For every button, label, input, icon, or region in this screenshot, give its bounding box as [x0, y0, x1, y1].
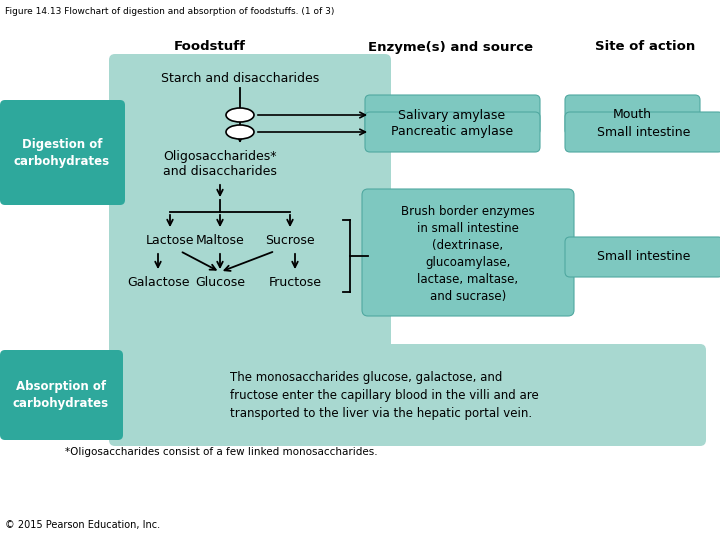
FancyBboxPatch shape	[365, 95, 540, 135]
Text: Absorption of
carbohydrates: Absorption of carbohydrates	[13, 380, 109, 410]
Text: Oligosaccharides*
and disaccharides: Oligosaccharides* and disaccharides	[163, 150, 277, 178]
Text: *Oligosaccharides consist of a few linked monosaccharides.: *Oligosaccharides consist of a few linke…	[65, 447, 377, 457]
FancyBboxPatch shape	[365, 112, 540, 152]
Text: The monosaccharides glucose, galactose, and
fructose enter the capillary blood i: The monosaccharides glucose, galactose, …	[230, 370, 539, 420]
Text: Figure 14.13 Flowchart of digestion and absorption of foodstuffs. (1 of 3): Figure 14.13 Flowchart of digestion and …	[5, 7, 334, 16]
Text: Maltose: Maltose	[196, 233, 244, 246]
Text: Site of action: Site of action	[595, 40, 695, 53]
Text: Salivary amylase: Salivary amylase	[398, 109, 505, 122]
Text: Brush border enzymes
in small intestine
(dextrinase,
glucoamylase,
lactase, malt: Brush border enzymes in small intestine …	[401, 205, 535, 303]
Text: Galactose: Galactose	[127, 275, 189, 288]
FancyBboxPatch shape	[362, 189, 574, 316]
FancyBboxPatch shape	[109, 344, 706, 446]
Text: Sucrose: Sucrose	[265, 233, 315, 246]
Text: Lactose: Lactose	[145, 233, 194, 246]
Text: © 2015 Pearson Education, Inc.: © 2015 Pearson Education, Inc.	[5, 520, 160, 530]
FancyBboxPatch shape	[109, 54, 391, 411]
Text: Small intestine: Small intestine	[598, 251, 690, 264]
Text: Mouth: Mouth	[613, 109, 652, 122]
Text: Enzyme(s) and source: Enzyme(s) and source	[367, 40, 533, 53]
FancyBboxPatch shape	[0, 350, 123, 440]
Text: Digestion of
carbohydrates: Digestion of carbohydrates	[14, 138, 110, 168]
Text: Foodstuff: Foodstuff	[174, 40, 246, 53]
Ellipse shape	[226, 108, 254, 122]
FancyBboxPatch shape	[0, 100, 125, 205]
Text: Glucose: Glucose	[195, 275, 245, 288]
Text: Pancreatic amylase: Pancreatic amylase	[391, 125, 513, 138]
Ellipse shape	[226, 125, 254, 139]
FancyBboxPatch shape	[565, 95, 700, 135]
Text: Small intestine: Small intestine	[598, 125, 690, 138]
FancyBboxPatch shape	[565, 237, 720, 277]
Text: Starch and disaccharides: Starch and disaccharides	[161, 71, 319, 84]
FancyBboxPatch shape	[565, 112, 720, 152]
Text: Fructose: Fructose	[269, 275, 322, 288]
